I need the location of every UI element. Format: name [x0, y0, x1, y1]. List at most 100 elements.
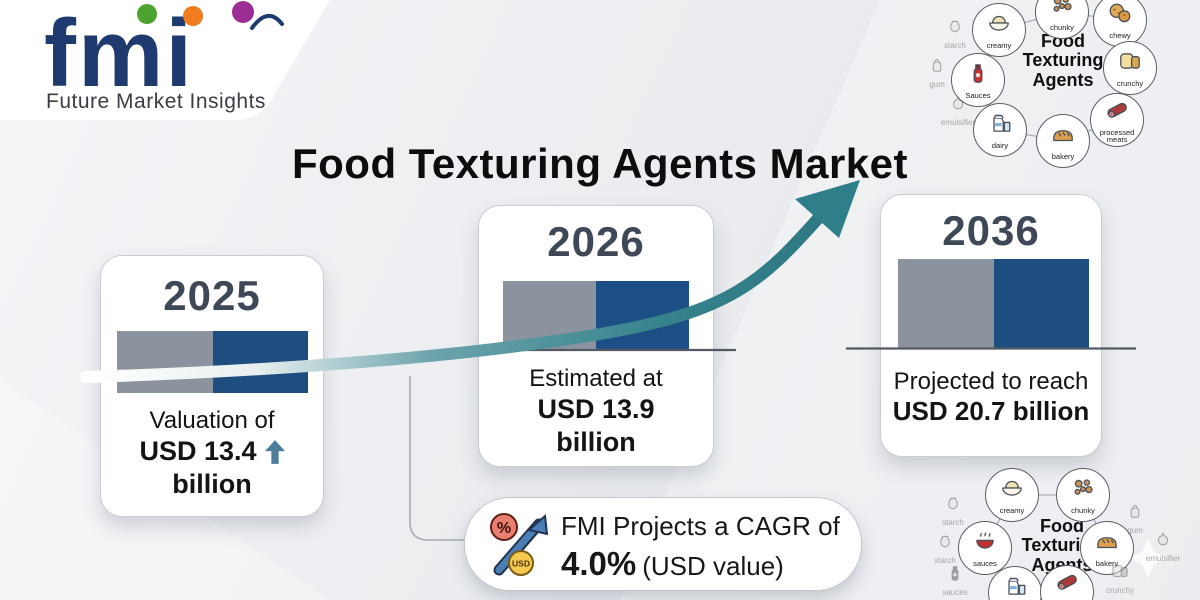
card-2025-value: USD 13.4: [139, 436, 257, 467]
year-label-2026: 2026: [547, 218, 645, 265]
emulsifier-icon: [1153, 529, 1173, 554]
cluster-item-label: sauces: [973, 559, 997, 569]
cluster-item-sauces: sauces: [958, 521, 1012, 575]
chewy-icon: [1107, 0, 1133, 31]
cluster-item-label: Sauces: [965, 91, 991, 101]
cagr-value: 4.0%: [561, 545, 637, 582]
cluster-item-sauces: Sauces: [951, 53, 1005, 107]
cluster-item-bakery: bakery: [1036, 114, 1090, 168]
cluster-side-item-starch: starch: [932, 16, 978, 50]
bar-2036-blue-segment: [993, 259, 1089, 349]
usd-badge-glyph: USD: [512, 559, 530, 569]
gum-icon: [927, 55, 947, 80]
cluster-item-processed-meats: processed meats: [1090, 93, 1144, 147]
card-2026-unit: billion: [556, 427, 636, 458]
cluster-item-label: chunky: [1050, 23, 1074, 33]
cluster-side-item-label: gum: [929, 80, 945, 89]
cluster-side-item-emulsifier: emulsifier: [935, 93, 981, 127]
cluster-side-item-sauces: sauces: [932, 563, 978, 597]
logo-orange-dot-icon: [183, 6, 203, 26]
cluster-item-label: bakery: [1095, 559, 1119, 569]
cluster-item-label: creamy: [986, 41, 1012, 51]
cluster-item-creamy: creamy: [972, 3, 1026, 57]
logo-purple-dot-icon: [232, 1, 254, 23]
percent-badge-icon: [490, 513, 518, 541]
card-2026-prefix: Estimated at: [529, 365, 663, 392]
cluster-side-item-gum: gum: [914, 55, 960, 89]
fmi-logo-text: fmi: [44, 0, 194, 107]
cluster-side-item-label: starch: [934, 556, 956, 565]
processed-meats-icon: [1104, 97, 1130, 128]
cluster-side-item-crunchy: crunchy: [1097, 561, 1143, 595]
card-2025: 2025 Valuation of USD 13.4 billion: [100, 255, 324, 517]
chunky-icon: [1049, 0, 1075, 23]
cluster-side-item-starch: starch: [922, 531, 968, 565]
starch-icon: [935, 531, 955, 556]
card-2025-unit: billion: [172, 469, 252, 500]
cluster-item-label: chewy: [1109, 31, 1131, 41]
year-label-2025: 2025: [163, 272, 261, 319]
chunky-icon: [1070, 475, 1096, 506]
bakery-icon: [1094, 528, 1120, 559]
sauces-icon: [965, 60, 991, 91]
card-2026-value: USD 13.9: [537, 394, 655, 425]
starch-icon: [945, 16, 965, 41]
usd-badge-icon: [508, 550, 534, 576]
bar-2036: [898, 259, 1089, 349]
cluster-side-item-label: starch: [942, 518, 964, 527]
creamy-icon: [999, 475, 1025, 506]
year-label-2036: 2036: [942, 207, 1040, 254]
card-2025-prefix: Valuation of: [149, 407, 275, 434]
card-2026: 2026 Estimated at USD 13.9 billion: [478, 205, 714, 467]
cagr-growth-icon: % USD: [490, 513, 549, 576]
dairy-icon: [1002, 573, 1028, 600]
cluster-item-label: bakery: [1051, 152, 1075, 162]
cluster-side-item-label: emulsifier: [940, 118, 976, 127]
cluster-side-item-label: crunchy: [1105, 586, 1134, 595]
card-2036: 2036 Projected to reach USD 20.7 billion: [880, 194, 1102, 457]
cluster-title: Food Texturing Agents: [1021, 516, 1103, 574]
cluster-item-label: dairy: [991, 141, 1009, 151]
bar-2025-blue-segment: [212, 331, 308, 393]
bakery-icon: [1050, 121, 1076, 152]
page-title: Food Texturing Agents Market: [291, 140, 909, 188]
cluster-item-label: chunky: [1071, 506, 1095, 516]
bar-2036-gray-segment: [898, 259, 994, 349]
sparkle-shape: [1128, 538, 1168, 578]
cluster-side-item-label: emulsifier: [1145, 554, 1181, 563]
growth-up-arrow-icon: [264, 439, 285, 464]
cluster-item-crunchy: crunchy: [1103, 41, 1157, 95]
cluster-side-item-emulsifier: emulsifier: [1140, 529, 1186, 563]
cluster-side-item-label: gum: [1127, 526, 1143, 535]
cluster-item-bakery: bakery: [1080, 521, 1134, 575]
sauces-bowl-icon: [972, 528, 998, 559]
cagr-line1: FMI Projects a CAGR of: [561, 511, 840, 541]
emulsifier-icon: [948, 93, 968, 118]
processed-meats-icon: [1054, 569, 1080, 600]
cluster-item-chunky: chunky: [1056, 468, 1110, 522]
food-texturing-cluster-top: Food Texturing Agents creamy chunky chewy cr…: [920, 0, 1200, 175]
cluster-item-label: creamy: [999, 506, 1025, 516]
gum-icon: [1125, 501, 1145, 526]
bar-2025: [117, 331, 308, 393]
starch-icon: [943, 493, 963, 518]
logo-panel: fmi: [0, 0, 330, 120]
logo-green-dot-icon: [137, 4, 157, 24]
cluster-side-item-gum: gum: [1112, 501, 1158, 535]
cagr-suffix: (USD value): [642, 551, 784, 581]
cluster-side-item-starch: starch: [930, 493, 976, 527]
cluster-side-item-label: sauces: [942, 588, 968, 597]
creamy-icon: [986, 10, 1012, 41]
bar-2026-gray-segment: [503, 281, 596, 351]
cluster-item-label: crunchy: [1116, 79, 1144, 89]
card-2036-value: USD 20.7 billion: [892, 396, 1090, 427]
percent-badge-glyph: %: [497, 520, 511, 537]
bar-2026-blue-segment: [596, 281, 689, 351]
crunchy-icon: [1117, 48, 1143, 79]
cluster-item-creamy: creamy: [985, 468, 1039, 522]
dairy-icon: [987, 110, 1013, 141]
sauces-icon: [945, 563, 965, 588]
card-2036-prefix: Projected to reach: [893, 368, 1089, 395]
